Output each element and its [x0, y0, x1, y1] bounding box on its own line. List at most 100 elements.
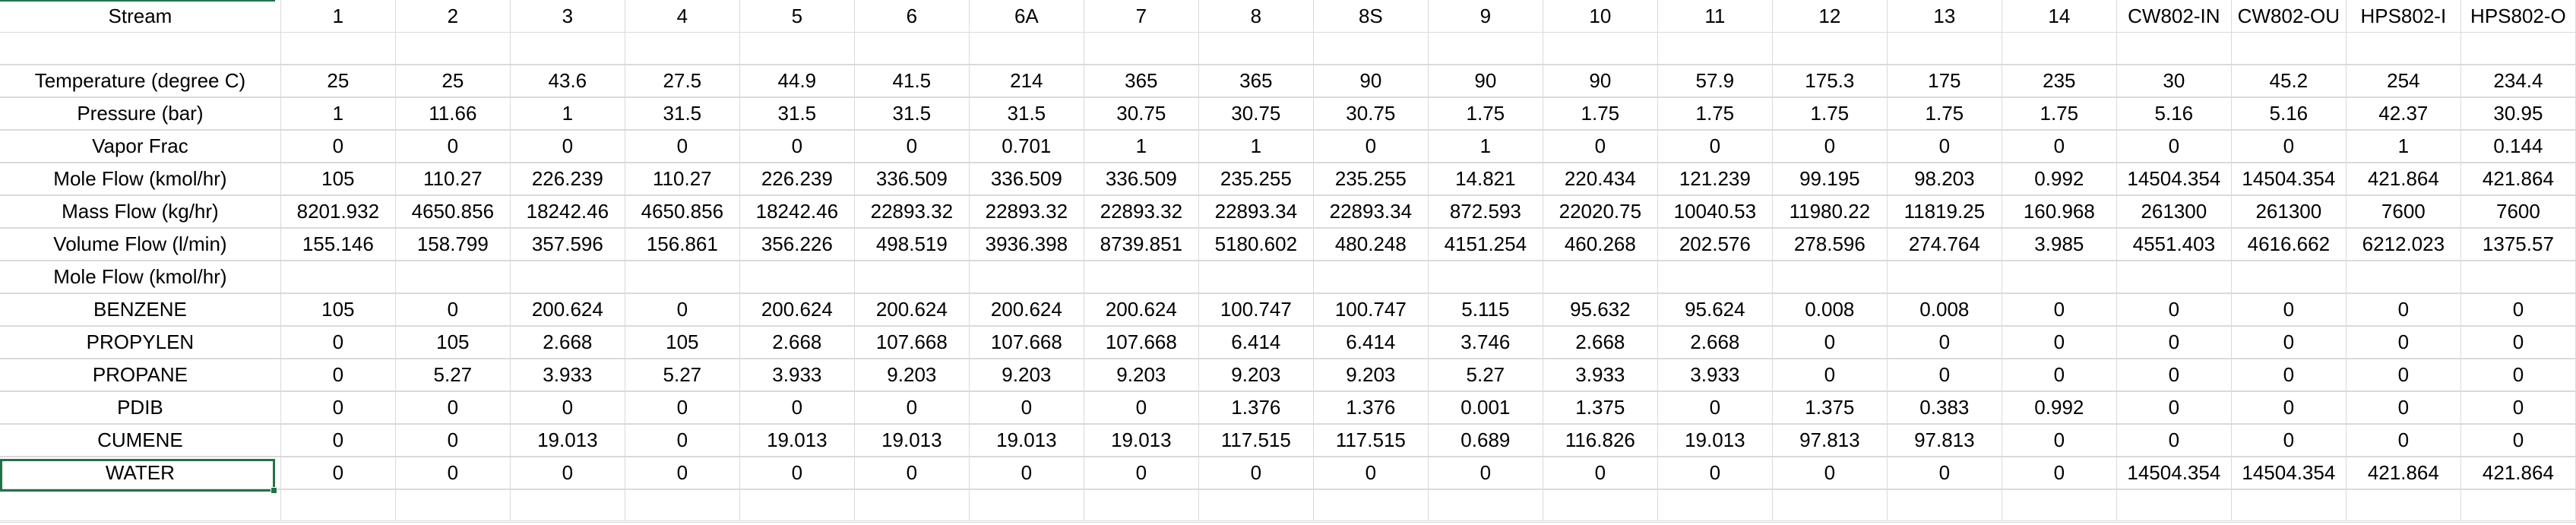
- table-cell[interactable]: [625, 260, 740, 293]
- table-cell[interactable]: 5.115: [1428, 293, 1543, 326]
- table-cell[interactable]: [395, 489, 511, 521]
- row-label-cell[interactable]: [0, 489, 281, 521]
- table-cell[interactable]: 0: [1657, 129, 1773, 163]
- table-cell[interactable]: [1772, 32, 1888, 65]
- table-cell[interactable]: 0: [2002, 325, 2117, 359]
- row-label-cell[interactable]: BENZENE: [0, 293, 281, 326]
- table-cell[interactable]: 0: [395, 456, 511, 489]
- table-cell[interactable]: 175: [1887, 64, 2002, 97]
- table-cell[interactable]: [2002, 32, 2117, 65]
- table-cell[interactable]: 19.013: [854, 423, 970, 457]
- table-cell[interactable]: CW802-OU: [2231, 0, 2347, 33]
- table-cell[interactable]: 0: [1657, 456, 1773, 489]
- table-cell[interactable]: 9.203: [969, 358, 1084, 391]
- table-cell[interactable]: 0: [854, 456, 970, 489]
- table-cell[interactable]: 0: [2231, 391, 2347, 424]
- table-cell[interactable]: 0: [2116, 423, 2232, 457]
- table-cell[interactable]: 356.226: [739, 227, 855, 261]
- table-cell[interactable]: 1.375: [1772, 391, 1888, 424]
- table-cell[interactable]: [2116, 32, 2232, 65]
- table-cell[interactable]: [280, 260, 396, 293]
- table-cell[interactable]: [1428, 32, 1543, 65]
- table-cell[interactable]: 14.821: [1428, 162, 1543, 195]
- table-cell[interactable]: 0: [510, 456, 625, 489]
- table-cell[interactable]: 2: [395, 0, 511, 33]
- table-cell[interactable]: 261300: [2116, 195, 2232, 228]
- table-cell[interactable]: 2.668: [1543, 325, 1658, 359]
- table-cell[interactable]: 95.624: [1657, 293, 1773, 326]
- table-cell[interactable]: 6: [854, 0, 970, 33]
- fill-handle[interactable]: [271, 487, 277, 494]
- table-cell[interactable]: 18242.46: [510, 195, 625, 228]
- table-cell[interactable]: 0: [625, 456, 740, 489]
- table-cell[interactable]: 105: [280, 293, 396, 326]
- table-cell[interactable]: [2346, 260, 2461, 293]
- table-cell[interactable]: 7600: [2346, 195, 2461, 228]
- table-cell[interactable]: 5: [739, 0, 855, 33]
- table-cell[interactable]: 214: [969, 64, 1084, 97]
- table-cell[interactable]: 6212.023: [2346, 227, 2461, 261]
- table-cell[interactable]: 12: [1772, 0, 1888, 33]
- table-cell[interactable]: [1198, 489, 1314, 521]
- table-cell[interactable]: 6A: [969, 0, 1084, 33]
- table-cell[interactable]: 0: [280, 423, 396, 457]
- table-cell[interactable]: 0: [1543, 456, 1658, 489]
- table-cell[interactable]: [969, 260, 1084, 293]
- table-cell[interactable]: [510, 489, 625, 521]
- table-cell[interactable]: [1887, 32, 2002, 65]
- table-cell[interactable]: 11.66: [395, 96, 511, 130]
- table-cell[interactable]: 11819.25: [1887, 195, 2002, 228]
- table-cell[interactable]: 9.203: [1313, 358, 1429, 391]
- table-cell[interactable]: 1: [280, 96, 396, 130]
- table-cell[interactable]: 1375.57: [2460, 227, 2576, 261]
- table-cell[interactable]: 13: [1887, 0, 2002, 33]
- table-cell[interactable]: 498.519: [854, 227, 970, 261]
- table-cell[interactable]: 226.239: [510, 162, 625, 195]
- table-cell[interactable]: 336.509: [969, 162, 1084, 195]
- table-cell[interactable]: [395, 32, 511, 65]
- table-cell[interactable]: 100.747: [1198, 293, 1314, 326]
- table-cell[interactable]: [739, 260, 855, 293]
- table-cell[interactable]: 5.16: [2116, 96, 2232, 130]
- table-cell[interactable]: 1.376: [1313, 391, 1429, 424]
- table-cell[interactable]: 0: [2002, 358, 2117, 391]
- row-label-cell[interactable]: PROPANE: [0, 358, 281, 391]
- table-cell[interactable]: 175.3: [1772, 64, 1888, 97]
- row-label-cell[interactable]: Pressure (bar): [0, 96, 281, 130]
- table-cell[interactable]: 0: [2231, 293, 2347, 326]
- table-cell[interactable]: [2231, 32, 2347, 65]
- table-cell[interactable]: 31.5: [969, 96, 1084, 130]
- row-label-cell[interactable]: PDIB: [0, 391, 281, 424]
- table-cell[interactable]: [2002, 260, 2117, 293]
- table-cell[interactable]: 0: [1887, 456, 2002, 489]
- table-cell[interactable]: [280, 32, 396, 65]
- table-cell[interactable]: [969, 489, 1084, 521]
- table-cell[interactable]: 0: [2460, 391, 2576, 424]
- table-cell[interactable]: [2116, 489, 2232, 521]
- row-label-cell[interactable]: Mole Flow (kmol/hr): [0, 260, 281, 293]
- table-cell[interactable]: 0: [2116, 129, 2232, 163]
- table-cell[interactable]: 18242.46: [739, 195, 855, 228]
- table-cell[interactable]: [1313, 489, 1429, 521]
- table-cell[interactable]: 1.75: [1657, 96, 1773, 130]
- table-cell[interactable]: 1.75: [1428, 96, 1543, 130]
- table-cell[interactable]: [1313, 260, 1429, 293]
- table-cell[interactable]: 3.985: [2002, 227, 2117, 261]
- table-cell[interactable]: 0: [1772, 129, 1888, 163]
- table-cell[interactable]: 10040.53: [1657, 195, 1773, 228]
- table-cell[interactable]: 0: [395, 423, 511, 457]
- table-cell[interactable]: 254: [2346, 64, 2461, 97]
- table-cell[interactable]: 1.75: [1543, 96, 1658, 130]
- table-cell[interactable]: 235: [2002, 64, 2117, 97]
- table-cell[interactable]: 22893.34: [1198, 195, 1314, 228]
- table-cell[interactable]: 19.013: [1657, 423, 1773, 457]
- table-cell[interactable]: [2002, 489, 2117, 521]
- table-cell[interactable]: 160.968: [2002, 195, 2117, 228]
- row-label-cell[interactable]: CUMENE: [0, 423, 281, 457]
- table-cell[interactable]: 1: [510, 96, 625, 130]
- table-cell[interactable]: 1: [1084, 129, 1199, 163]
- table-cell[interactable]: 200.624: [1084, 293, 1199, 326]
- table-cell[interactable]: 202.576: [1657, 227, 1773, 261]
- table-cell[interactable]: 22893.32: [969, 195, 1084, 228]
- table-cell[interactable]: 9.203: [854, 358, 970, 391]
